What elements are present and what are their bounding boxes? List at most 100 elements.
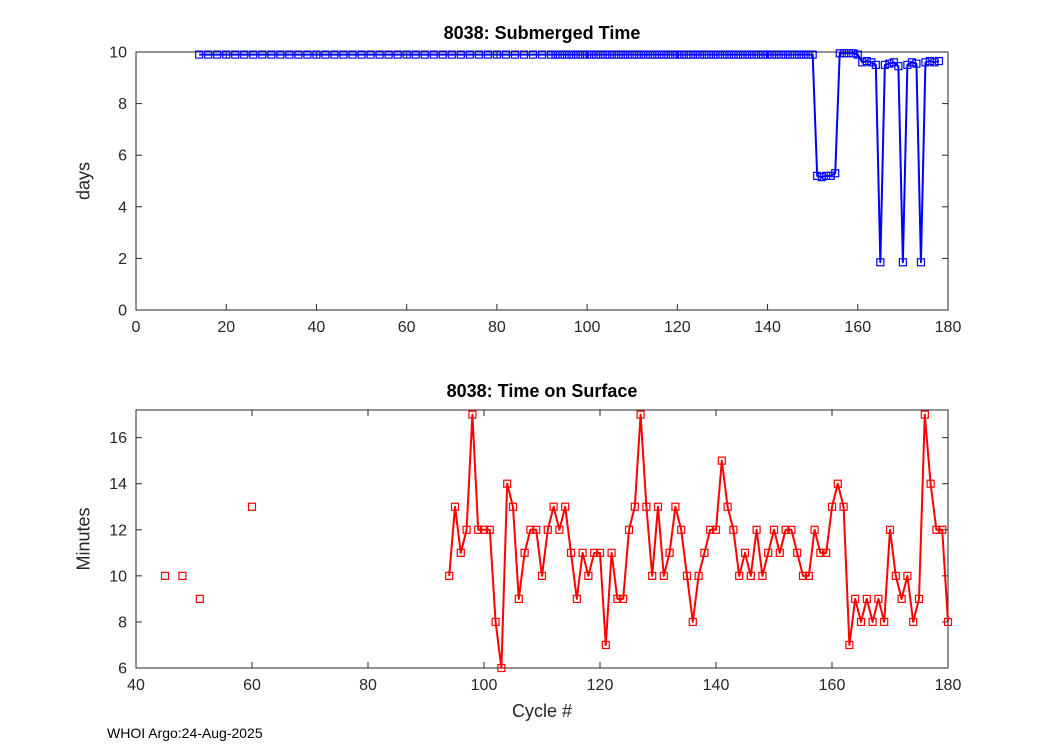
surface-minutes-marker xyxy=(247,502,257,511)
submerged-days-marker xyxy=(786,50,795,59)
submerged-days-marker xyxy=(294,50,303,59)
x-tick-label: 160 xyxy=(844,319,871,336)
surface-minutes-marker xyxy=(729,525,738,534)
x-tick-label: 80 xyxy=(488,319,506,336)
surface-minutes-marker xyxy=(769,525,779,534)
submerged-days-marker xyxy=(799,50,808,59)
submerged-days-marker xyxy=(677,50,686,59)
surface-minutes-marker xyxy=(671,502,680,511)
submerged-days-marker xyxy=(772,50,781,59)
x-tick-label: 120 xyxy=(664,319,691,336)
submerged-days-marker xyxy=(483,50,492,59)
submerged-days-marker xyxy=(240,50,249,59)
surface-minutes-marker xyxy=(508,502,518,511)
surface-minutes-marker xyxy=(885,525,895,534)
submerged-days-marker xyxy=(695,50,704,59)
surface-minutes-marker xyxy=(584,571,593,580)
submerged-days-marker xyxy=(871,60,880,70)
submerged-days-marker xyxy=(510,50,520,59)
x-tick-label: 60 xyxy=(243,677,261,694)
surface-minutes-marker xyxy=(178,571,187,580)
submerged-days-marker xyxy=(592,50,601,59)
y-tick-label: 2 xyxy=(118,251,127,268)
submerged-days-marker xyxy=(826,171,835,180)
submerged-days-marker xyxy=(303,50,312,59)
submerged-days-marker xyxy=(375,50,384,59)
submerged-days-marker xyxy=(474,50,483,59)
surface-minutes-marker xyxy=(839,502,848,511)
chart-title-submerged-time: 8038: Submerged Time xyxy=(443,23,641,43)
submerged-days-marker xyxy=(655,50,664,59)
submerged-days-marker xyxy=(384,50,393,59)
axes-surface: 40 60 80 100 120 140 160 180 6 8 10 12 14 16 xyxy=(109,409,961,694)
surface-minutes-marker xyxy=(781,525,790,534)
surface-minutes-marker xyxy=(665,548,674,557)
surface-minutes-marker xyxy=(827,502,837,511)
surface-minutes-marker xyxy=(485,525,494,534)
y-tick-label: 10 xyxy=(109,45,127,62)
submerged-days-marker xyxy=(366,50,375,59)
surface-minutes-marker xyxy=(711,525,721,534)
submerged-days-marker xyxy=(528,50,538,59)
submerged-days-marker xyxy=(880,60,889,70)
submerged-days-marker xyxy=(876,258,885,267)
surface-minutes-marker xyxy=(700,548,709,557)
y-axis-label-days: days xyxy=(73,161,94,201)
surface-minutes-marker xyxy=(578,548,587,557)
surface-minutes-marker xyxy=(793,548,802,557)
submerged-days-marker xyxy=(411,50,420,59)
submerged-days-marker xyxy=(921,58,930,67)
submerged-days-marker xyxy=(267,50,276,59)
submerged-days-marker xyxy=(465,50,474,59)
surface-minutes-marker xyxy=(798,571,808,580)
submerged-days-marker xyxy=(668,50,677,59)
submerged-days-marker xyxy=(628,50,637,59)
submerged-days-marker xyxy=(646,50,655,59)
submerged-days-marker xyxy=(840,49,849,58)
surface-minutes-marker xyxy=(891,571,900,580)
submerged-days-marker xyxy=(492,50,501,59)
submerged-days-marker xyxy=(551,50,560,59)
submerged-days-marker xyxy=(339,50,348,59)
surface-minutes-marker xyxy=(624,525,634,534)
surface-minutes-marker xyxy=(706,525,715,534)
y-tick-label: 8 xyxy=(118,614,127,631)
submerged-days-marker xyxy=(898,258,907,267)
submerged-days-marker xyxy=(767,50,777,59)
submerged-days-marker xyxy=(447,50,456,59)
surface-minutes-marker xyxy=(462,525,471,534)
submerged-days-marker xyxy=(813,171,822,180)
submerged-days-marker xyxy=(664,50,673,59)
surface-minutes-marker xyxy=(833,479,842,488)
surface-minutes-marker xyxy=(914,594,924,603)
plot-area xyxy=(136,410,948,668)
surface-minutes-marker xyxy=(648,571,657,580)
surface-minutes-marker xyxy=(653,502,663,511)
submerged-days-marker xyxy=(258,50,267,59)
surface-minutes-marker xyxy=(746,571,755,580)
surface-minutes-marker xyxy=(450,502,460,511)
surface-minutes-marker xyxy=(555,525,564,534)
surface-minutes-marker xyxy=(682,571,692,580)
surface-minutes-marker xyxy=(619,594,628,603)
surface-minutes-marker xyxy=(195,594,204,603)
submerged-days-marker xyxy=(849,49,858,58)
surface-minutes-marker xyxy=(590,548,599,557)
surface-minutes-marker xyxy=(479,525,489,534)
surface-minutes-marker xyxy=(549,502,558,511)
y-tick-label: 6 xyxy=(118,148,127,165)
surface-minutes-marker xyxy=(601,640,610,650)
y-tick-label: 4 xyxy=(118,199,127,216)
submerged-days-marker xyxy=(731,50,741,59)
submerged-days-marker xyxy=(583,50,592,59)
submerged-days-marker xyxy=(429,50,438,59)
surface-minutes-marker xyxy=(636,410,645,419)
submerged-days-marker xyxy=(605,50,614,59)
submerged-days-marker xyxy=(659,50,668,59)
y-tick-label: 0 xyxy=(118,303,127,320)
submerged-days-marker xyxy=(610,50,619,59)
submerged-days-marker xyxy=(519,50,529,59)
submerged-days-marker xyxy=(912,59,921,68)
axes-submerged: 0 20 40 60 80 100 120 140 160 180 0 2 4 6 8 10 xyxy=(109,45,961,337)
x-tick-label: 40 xyxy=(308,319,326,336)
